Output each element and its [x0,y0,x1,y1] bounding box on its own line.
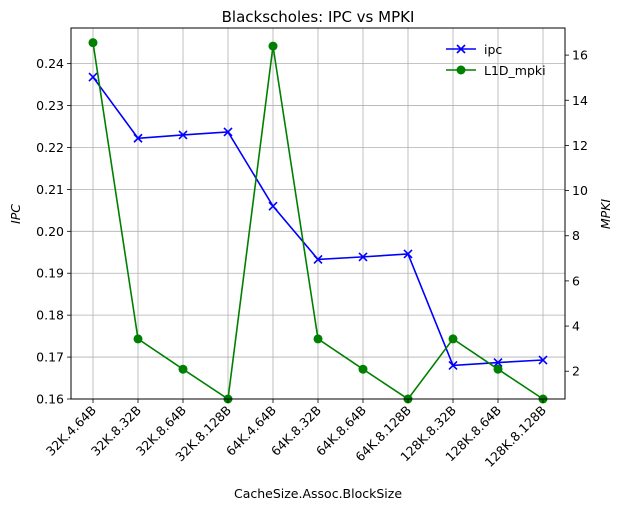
ipc-point-marker [223,127,233,137]
mpki-point-marker [268,41,278,51]
ipc-point-marker [268,201,278,211]
ipc-point-marker [538,355,548,365]
left-y-tick-label: 0.21 [36,182,64,197]
right-y-tick-label: 2 [572,364,580,379]
right-y-tick-label: 12 [572,138,588,153]
ipc-point-marker [178,130,188,140]
left-y-tick-label: 0.22 [36,140,64,155]
legend-mpki-marker [456,65,466,75]
ticks-layer: 32K.4.64B32K.8.32B32K.8.64B32K.8.128B64K… [36,48,588,470]
ipc-point-marker [358,252,368,262]
left-y-tick-label: 0.17 [36,350,64,365]
left-y-tick-label: 0.16 [36,392,64,407]
mpki-point-marker [493,364,503,374]
chart-title: Blackscholes: IPC vs MPKI [222,8,415,26]
left-y-tick-label: 0.19 [36,266,64,281]
x-axis-label: CacheSize.Assoc.BlockSize [234,486,402,501]
right-y-tick-label: 8 [572,228,580,243]
ipc-point-marker [133,133,143,143]
ipc-point-marker [448,360,458,371]
right-y-tick-label: 10 [572,183,588,198]
legend-ipc-label: ipc [484,42,502,57]
ipc-point-marker [493,357,503,368]
right-y-tick-label: 6 [572,273,580,288]
right-y-tick-label: 4 [572,319,580,334]
mpki-point-marker [358,364,368,374]
legend-ipc-marker [456,44,466,54]
mpki-point-marker [178,364,188,374]
mpki-point-marker [88,38,98,48]
mpki-point-marker [133,334,143,344]
left-y-tick-label: 0.23 [36,98,64,113]
ipc-point-marker [313,254,323,264]
mpki-point-marker [313,334,323,344]
ipc-point-marker [403,249,413,259]
ipc-point-marker [88,72,98,82]
right-y-axis-label: MPKI [598,199,613,230]
mpki-point-marker [448,334,458,344]
right-y-tick-label: 16 [572,48,588,63]
left-y-tick-label: 0.18 [36,308,64,323]
left-y-tick-label: 0.20 [36,224,64,239]
series-layer [88,38,548,404]
legend-mpki-label: L1D_mpki [484,63,546,78]
left-y-axis-label: IPC [8,204,23,224]
left-y-tick-label: 0.24 [36,56,64,71]
right-y-tick-label: 14 [572,93,588,108]
legend: ipc L1D_mpki [446,42,546,78]
